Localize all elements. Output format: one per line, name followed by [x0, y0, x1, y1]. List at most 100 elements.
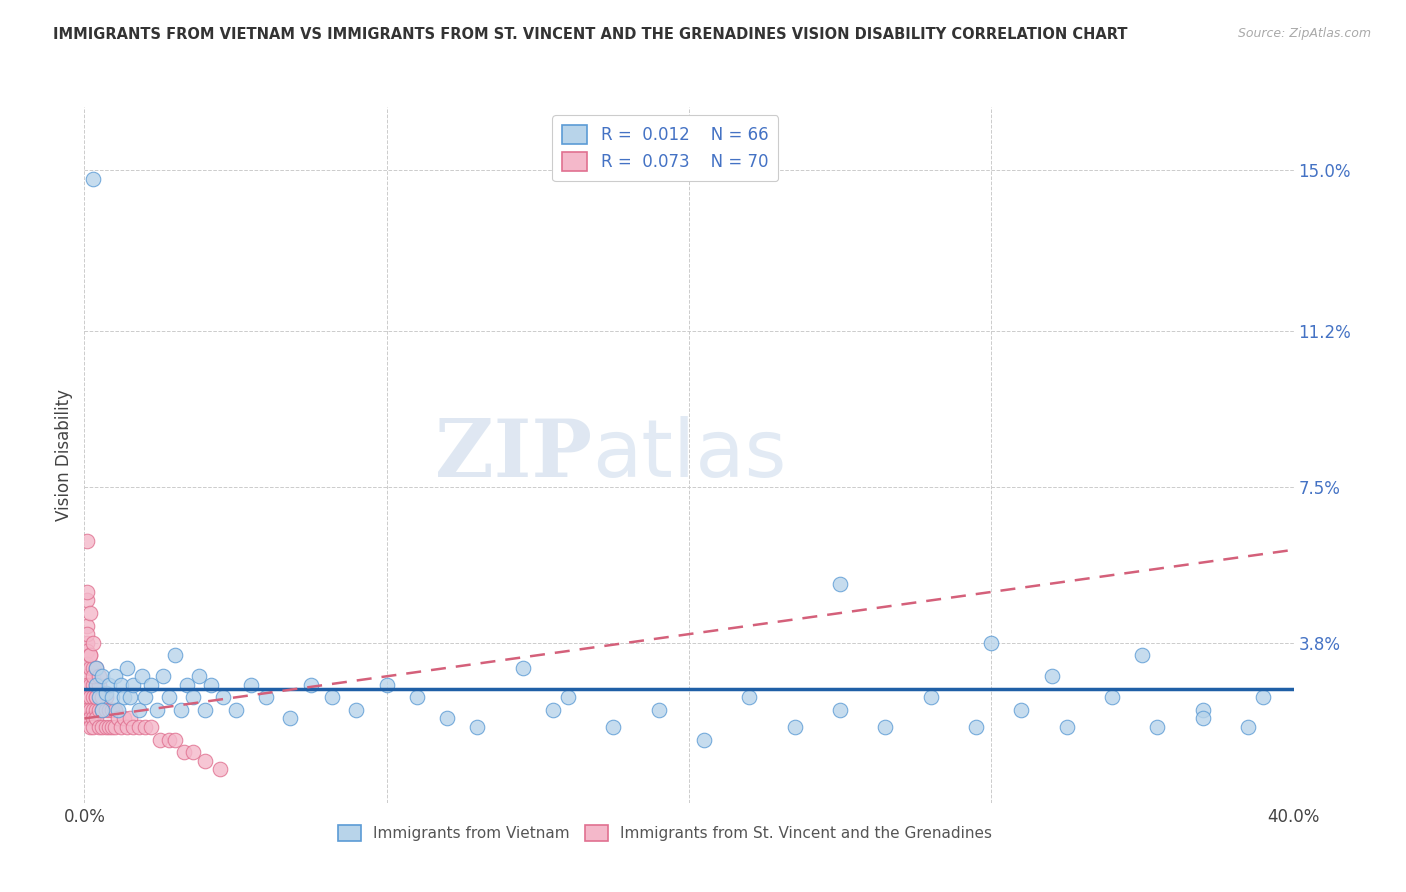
Point [89, 669, 111, 683]
Point [91, 669, 114, 683]
Point [100, 720, 122, 734]
Point [1192, 711, 1215, 725]
Point [82, 690, 104, 705]
Point [165, 648, 187, 663]
Point [86, 711, 108, 725]
Point [173, 745, 195, 759]
Point [1056, 720, 1078, 734]
Point [91, 703, 114, 717]
Point [79, 711, 101, 725]
Point [146, 703, 169, 717]
Point [139, 720, 162, 734]
Text: ZIP: ZIP [436, 416, 592, 494]
Point [115, 720, 138, 734]
Point [1040, 669, 1063, 683]
Point [89, 720, 111, 734]
Point [82, 661, 104, 675]
Point [107, 703, 129, 717]
Point [76, 690, 98, 705]
Point [82, 720, 104, 734]
Point [76, 635, 98, 649]
Point [91, 703, 114, 717]
Point [131, 669, 153, 683]
Point [97, 703, 120, 717]
Point [76, 669, 98, 683]
Point [738, 690, 761, 705]
Point [188, 669, 211, 683]
Point [86, 678, 108, 692]
Point [100, 690, 122, 705]
Point [94, 703, 117, 717]
Point [181, 745, 204, 759]
Point [176, 678, 198, 692]
Point [104, 703, 127, 717]
Point [1192, 703, 1215, 717]
Point [82, 703, 104, 717]
Point [82, 678, 104, 692]
Point [170, 703, 193, 717]
Point [1237, 720, 1260, 734]
Point [76, 703, 98, 717]
Point [321, 690, 343, 705]
Point [76, 657, 98, 671]
Point [209, 762, 232, 776]
Point [79, 648, 101, 663]
Point [82, 171, 104, 186]
Point [97, 720, 120, 734]
Point [104, 669, 127, 683]
Point [128, 720, 150, 734]
Point [79, 690, 101, 705]
Text: atlas: atlas [592, 416, 786, 494]
Point [112, 690, 135, 705]
Point [76, 627, 98, 641]
Point [920, 690, 942, 705]
Point [157, 690, 180, 705]
Point [89, 678, 111, 692]
Point [76, 644, 98, 658]
Point [86, 661, 108, 675]
Point [94, 686, 117, 700]
Point [212, 690, 235, 705]
Point [436, 711, 458, 725]
Point [89, 703, 111, 717]
Point [82, 635, 104, 649]
Point [82, 711, 104, 725]
Point [82, 669, 104, 683]
Point [91, 690, 114, 705]
Point [94, 690, 117, 705]
Y-axis label: Vision Disability: Vision Disability [55, 389, 73, 521]
Point [1011, 703, 1033, 717]
Point [76, 593, 98, 607]
Point [980, 635, 1002, 649]
Point [76, 585, 98, 599]
Point [79, 703, 101, 717]
Point [783, 720, 806, 734]
Point [693, 732, 716, 747]
Point [278, 711, 301, 725]
Point [200, 678, 222, 692]
Point [406, 690, 429, 705]
Point [79, 648, 101, 663]
Point [89, 690, 111, 705]
Point [115, 661, 138, 675]
Point [254, 690, 277, 705]
Point [86, 690, 108, 705]
Point [375, 678, 398, 692]
Text: Source: ZipAtlas.com: Source: ZipAtlas.com [1237, 27, 1371, 40]
Point [76, 711, 98, 725]
Point [557, 690, 579, 705]
Point [152, 669, 174, 683]
Point [134, 720, 156, 734]
Point [830, 576, 852, 591]
Point [965, 720, 987, 734]
Point [86, 661, 108, 675]
Point [346, 703, 368, 717]
Point [97, 678, 120, 692]
Point [107, 711, 129, 725]
Point [91, 720, 114, 734]
Point [467, 720, 489, 734]
Point [157, 732, 180, 747]
Point [118, 690, 141, 705]
Point [112, 711, 135, 725]
Point [86, 690, 108, 705]
